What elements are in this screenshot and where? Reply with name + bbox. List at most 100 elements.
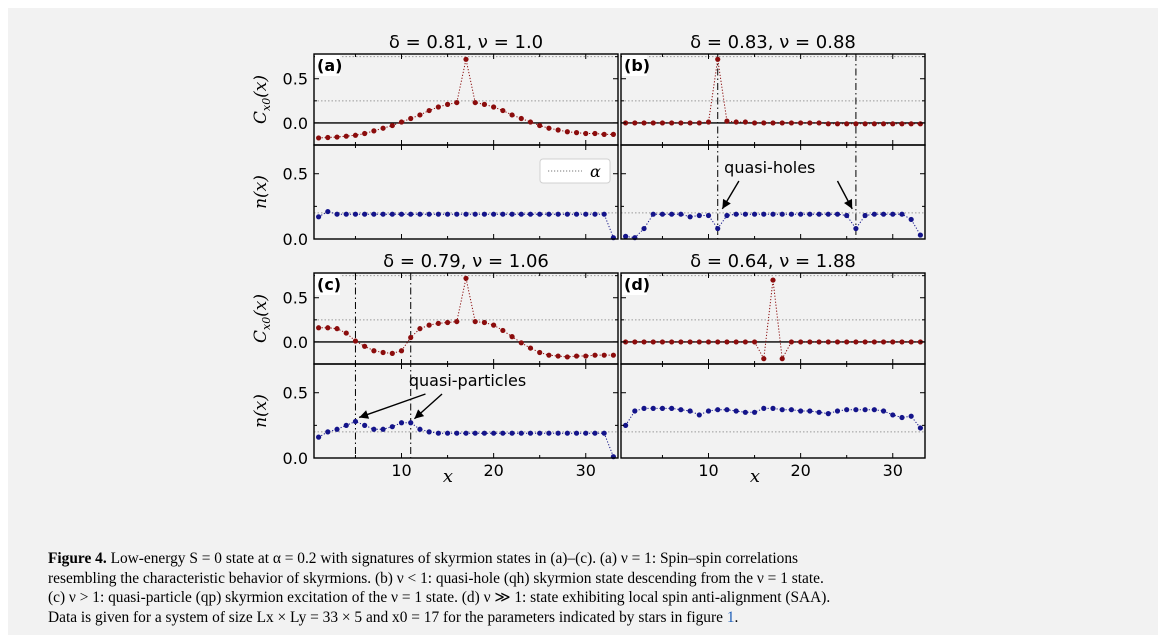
correlation-point — [807, 120, 813, 126]
correlation-point — [908, 121, 914, 127]
density-point — [564, 430, 570, 436]
density-ytick-label: 0.5 — [283, 165, 308, 184]
density-point — [880, 408, 887, 414]
correlation-point — [500, 107, 506, 114]
density-point — [853, 225, 859, 232]
density-point — [435, 430, 441, 436]
correlation-point — [908, 339, 914, 345]
density-point — [454, 211, 460, 217]
density-point — [426, 429, 432, 435]
correlation-point — [844, 339, 850, 345]
correlation-point — [807, 339, 813, 345]
panel-c: δ = 0.79, ν = 1.06 (c) 0.5 0.0 0.5 0.0 Cx0(x) n… — [251, 251, 619, 487]
density-point — [751, 409, 758, 415]
x-tick-label: 20 — [790, 461, 810, 480]
x-axis-label: x — [443, 466, 453, 487]
correlation-point — [853, 121, 859, 127]
density-point — [899, 414, 905, 421]
density-point — [751, 211, 758, 217]
density-point — [509, 430, 515, 436]
density-point — [632, 408, 638, 414]
x-tick-label: 20 — [483, 461, 503, 480]
density-point — [325, 429, 331, 435]
correlation-point — [724, 118, 730, 124]
density-point — [583, 430, 589, 436]
correlation-point — [444, 101, 451, 107]
density-point — [650, 211, 656, 217]
correlation-point — [546, 125, 552, 131]
density-ytick-label: 0.5 — [283, 384, 308, 403]
correlation-point — [724, 339, 730, 345]
correlation-point — [687, 120, 693, 126]
panel-letter-bg — [315, 55, 340, 76]
density-point — [917, 232, 923, 238]
correlation-point — [715, 339, 721, 345]
density-point — [583, 211, 589, 217]
panel-letter-bg — [315, 274, 340, 295]
density-point — [871, 211, 877, 217]
density-point — [408, 420, 414, 426]
corr-ytick-label: 0.0 — [283, 114, 308, 133]
corr-axes-frame — [620, 53, 926, 146]
correlation-point — [816, 120, 822, 126]
annotation-arrowhead — [359, 410, 370, 419]
density-ytick-label: 0.0 — [283, 230, 308, 249]
density-point — [641, 405, 647, 411]
correlation-point — [334, 326, 340, 332]
density-point — [352, 418, 359, 425]
corr-axes-frame — [313, 53, 619, 146]
correlation-point — [862, 339, 868, 345]
correlation-point — [325, 325, 331, 331]
density-point — [650, 405, 656, 411]
corr-ytick-label: 0.5 — [283, 70, 308, 89]
correlation-point — [650, 120, 656, 126]
corr-ytick-label: 0.0 — [283, 333, 308, 352]
figure-reference-link[interactable]: 1 — [726, 608, 735, 626]
density-point — [481, 430, 488, 436]
correlation-point — [435, 320, 441, 326]
density-point — [742, 409, 748, 415]
corr-ylabel: Cx0(x) — [251, 75, 273, 124]
density-point — [641, 225, 647, 232]
density-point — [807, 408, 813, 414]
density-point — [601, 211, 607, 217]
correlation-point — [632, 339, 638, 345]
correlation-point — [853, 339, 859, 345]
density-axes-frame — [313, 144, 619, 240]
panel-a: δ = 0.81, ν = 1.0 (a) 0.5 0.0 0.5 0.0 Cx0(x) n(… — [251, 32, 619, 249]
density-point — [509, 211, 515, 217]
correlation-point — [678, 339, 684, 345]
correlation-point — [352, 132, 359, 138]
density-point — [380, 426, 386, 432]
density-point — [669, 211, 675, 217]
correlation-point — [444, 319, 451, 326]
density-point — [573, 430, 580, 436]
caption-line-3: (c) ν > 1: quasi-particle (qp) skyrmion … — [48, 589, 831, 607]
density-point — [816, 409, 822, 415]
correlation-point — [343, 133, 349, 139]
density-axes-frame — [620, 363, 926, 459]
density-point — [742, 211, 748, 217]
density-point — [389, 424, 395, 430]
correlation-point — [788, 120, 795, 126]
density-point — [825, 411, 831, 417]
panel-letter-b: (b) — [624, 56, 650, 75]
density-point — [816, 211, 822, 217]
correlation-point — [417, 326, 423, 332]
correlation-point — [325, 134, 331, 141]
density-point — [463, 430, 469, 436]
correlation-point — [761, 120, 767, 126]
density-point — [715, 225, 721, 232]
density-point — [623, 422, 629, 428]
density-point — [518, 211, 524, 217]
correlation-point — [733, 339, 739, 345]
density-point — [834, 408, 841, 414]
density-point — [705, 408, 712, 414]
density-point — [834, 211, 841, 217]
density-point — [592, 430, 598, 436]
density-point — [853, 407, 859, 413]
density-point — [417, 426, 423, 432]
correlation-point — [733, 119, 739, 125]
correlation-point — [463, 275, 469, 281]
caption-line-4: Data is given for a system of size Lx × … — [48, 608, 1138, 628]
